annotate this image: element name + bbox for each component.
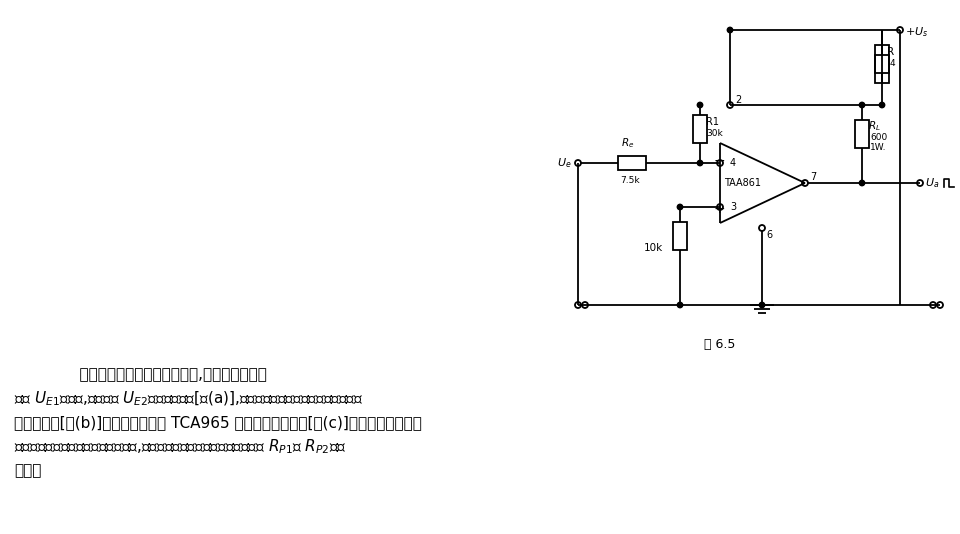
Bar [673, 222, 687, 250]
Text: 30k: 30k [706, 129, 723, 137]
Bar [693, 115, 707, 143]
Circle shape [759, 302, 764, 308]
Text: 6: 6 [766, 230, 772, 240]
Circle shape [879, 103, 884, 107]
Circle shape [678, 302, 683, 308]
Bar [618, 156, 646, 170]
Text: R1: R1 [706, 117, 719, 127]
Text: 调节。: 调节。 [14, 464, 41, 478]
Text: 2: 2 [735, 95, 741, 105]
Text: 管或运算放大器的施密特触发器比较,优点是阈值和滞环可以分别由电位器 $R_{P1}$和 $R_{P2}$独立: 管或运算放大器的施密特触发器比较,优点是阈值和滞环可以分别由电位器 $R_{P1… [14, 438, 347, 457]
Bar [855, 120, 869, 148]
Text: 一值 $U_{E1}$时翻转,到另一值 $U_{E2}$时又恢复原态[图(a)],故可将任意输入波形整形成具有一定: 一值 $U_{E1}$时翻转,到另一值 $U_{E2}$时又恢复原态[图(a)]… [14, 390, 364, 408]
Text: −: − [713, 154, 725, 168]
Circle shape [698, 161, 703, 166]
Circle shape [859, 180, 865, 185]
Text: $U_e$: $U_e$ [558, 156, 572, 170]
Text: 600: 600 [870, 134, 887, 143]
Text: TAA861: TAA861 [725, 178, 761, 188]
Bar [875, 45, 889, 73]
Text: $+ U_s$: $+ U_s$ [905, 25, 928, 39]
Text: +: + [713, 202, 725, 216]
Text: 施密特触发器是一种双稳电路,即当输入超过某: 施密特触发器是一种双稳电路,即当输入超过某 [60, 367, 267, 382]
Text: 7.5k: 7.5k [620, 176, 639, 185]
Text: R: R [887, 47, 894, 57]
Bar [875, 55, 889, 83]
Text: $U_a$: $U_a$ [925, 176, 940, 190]
Circle shape [859, 103, 865, 107]
Text: 1W.: 1W. [870, 144, 886, 153]
Text: 图 6.5: 图 6.5 [705, 339, 735, 351]
Circle shape [678, 205, 683, 209]
Text: 3: 3 [730, 202, 736, 212]
Text: 4: 4 [730, 158, 736, 168]
Text: 4: 4 [890, 59, 896, 67]
Text: $R_e$: $R_e$ [621, 136, 635, 150]
Text: $R_L$: $R_L$ [868, 119, 881, 133]
Text: 10k: 10k [644, 243, 663, 253]
Text: 幅值的方波[图(b)]。采用集成电路 TCA965 即可实现这一功能[图(c)]。与采用单个晶体: 幅值的方波[图(b)]。采用集成电路 TCA965 即可实现这一功能[图(c)]… [14, 415, 421, 430]
Circle shape [698, 103, 703, 107]
Circle shape [728, 27, 732, 33]
Text: 7: 7 [810, 172, 816, 182]
